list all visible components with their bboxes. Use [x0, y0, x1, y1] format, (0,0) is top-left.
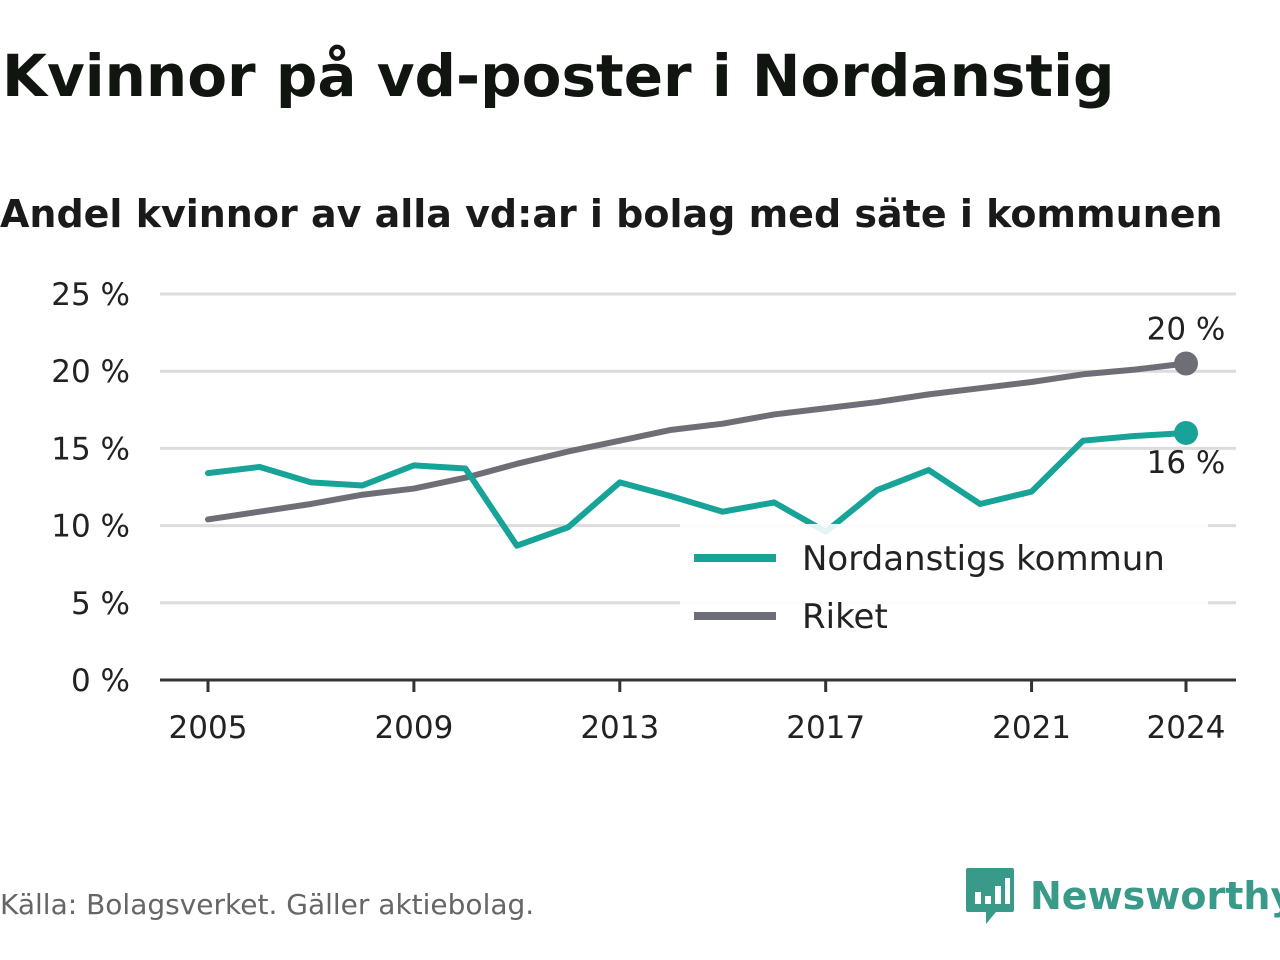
y-tick-label: 25 %: [51, 277, 130, 313]
x-tick-label: 2005: [169, 710, 248, 746]
end-label-kommun: 16 %: [1147, 445, 1226, 481]
series-line-kommun: [205, 429, 1189, 549]
legend-label: Riket: [802, 597, 888, 637]
y-tick-label: 15 %: [51, 431, 130, 467]
x-tick-label: 2024: [1147, 710, 1226, 746]
series-line-riket: [205, 360, 1189, 523]
y-tick-label: 10 %: [51, 509, 130, 545]
y-axis: 0 % 5 % 10 % 15 % 20 % 25 %: [51, 277, 130, 699]
series-end-point: [1174, 420, 1198, 445]
y-tick-label: 5 %: [71, 586, 130, 622]
brand-logo: Newsworthy: [964, 864, 1280, 928]
y-tick-label: 0 %: [71, 663, 130, 699]
series: [205, 351, 1198, 549]
legend-label: Nordanstigs kommun: [802, 539, 1165, 579]
x-tick-label: 2009: [374, 710, 453, 746]
x-tick-label: 2013: [580, 710, 659, 746]
chart-subtitle: Andel kvinnor av alla vd:ar i bolag med …: [0, 192, 1223, 236]
source-note: Källa: Bolagsverket. Gäller aktiebolag.: [0, 888, 535, 921]
legend-box: [680, 524, 1208, 652]
brand-name: Newsworthy: [1030, 874, 1280, 918]
x-axis: 2005 2009 2013 2017 2021 2024: [160, 678, 1236, 746]
x-tick-label: 2021: [992, 710, 1071, 746]
newsworthy-logo-icon: [966, 868, 1014, 924]
end-labels: 20 % 16 %: [1147, 311, 1226, 480]
series-end-point: [1174, 351, 1198, 376]
x-tick-label: 2017: [786, 710, 865, 746]
y-tick-label: 20 %: [51, 354, 130, 390]
end-label-riket: 20 %: [1147, 311, 1226, 347]
legend: Nordanstigs kommun Riket: [680, 524, 1208, 652]
chart-title: Kvinnor på vd-poster i Nordanstig: [2, 42, 1115, 110]
